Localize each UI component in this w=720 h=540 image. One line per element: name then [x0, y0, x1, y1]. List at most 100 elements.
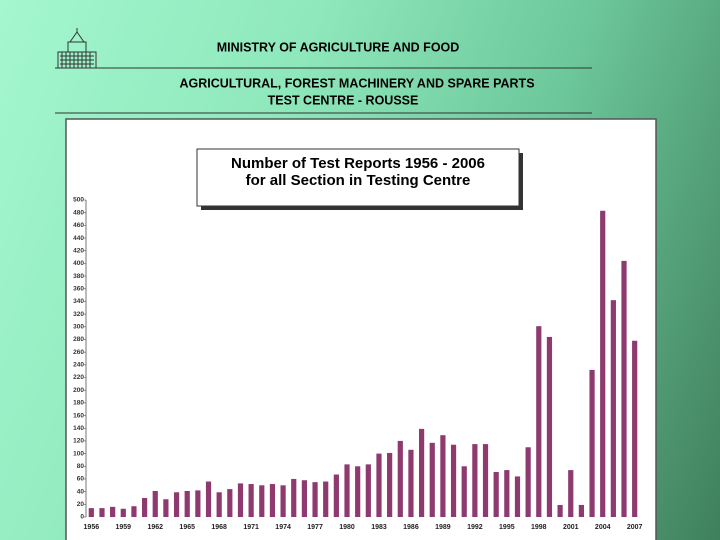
bar	[472, 444, 478, 517]
chart-title: for all Section in Testing Centre	[246, 172, 471, 189]
bar	[429, 442, 435, 517]
bar	[344, 464, 350, 517]
bar	[301, 480, 308, 517]
bar	[450, 444, 457, 517]
x-tick-label: 1986	[403, 524, 419, 531]
bar	[461, 466, 467, 517]
x-tick-label: 1971	[243, 524, 259, 531]
bar	[280, 485, 286, 517]
bar	[589, 369, 595, 517]
bar	[88, 508, 94, 517]
bar	[418, 428, 425, 517]
bar	[173, 492, 180, 517]
x-tick-label: 1992	[467, 524, 483, 531]
y-tick-label: 460	[73, 222, 84, 229]
bar	[333, 474, 339, 517]
bar	[504, 470, 510, 517]
x-tick-label: 2001	[563, 524, 579, 531]
y-tick-label: 220	[73, 374, 84, 381]
y-tick-label: 0	[80, 514, 84, 521]
bar	[610, 300, 616, 517]
y-tick-label: 420	[73, 247, 84, 254]
bar	[600, 210, 606, 517]
y-tick-label: 60	[77, 476, 85, 483]
y-tick-label: 380	[73, 273, 84, 280]
x-tick-label: 1968	[211, 524, 227, 531]
y-tick-label: 500	[73, 197, 84, 204]
y-tick-label: 300	[73, 324, 84, 331]
y-tick-label: 180	[73, 400, 84, 407]
x-tick-label: 1989	[435, 524, 451, 531]
y-tick-label: 240	[73, 362, 84, 369]
bar	[525, 447, 531, 517]
bar	[621, 260, 627, 517]
bar	[163, 499, 169, 517]
bar	[376, 453, 382, 517]
bar	[248, 484, 254, 517]
bar	[514, 476, 521, 517]
bar	[216, 492, 222, 517]
bar	[387, 452, 393, 517]
x-tick-label: 2004	[595, 524, 611, 531]
bar	[152, 491, 158, 517]
x-tick-label: 1998	[531, 524, 547, 531]
ministry: MINISTRY OF AGRICULTURE AND FOOD	[217, 40, 460, 54]
bar	[259, 485, 265, 517]
bar	[493, 471, 499, 517]
bar	[355, 466, 361, 517]
y-tick-label: 160	[73, 412, 84, 419]
y-tick-label: 120	[73, 438, 84, 445]
x-tick-label: 1974	[275, 524, 291, 531]
y-tick-label: 440	[73, 235, 84, 242]
bar	[99, 508, 105, 517]
y-tick-label: 200	[73, 387, 84, 394]
centre-line: TEST CENTRE - ROUSSE	[268, 93, 419, 107]
bar	[482, 444, 489, 517]
bar	[568, 470, 574, 517]
centre-line: AGRICULTURAL, FOREST MACHINERY AND SPARE…	[179, 76, 534, 90]
y-tick-label: 280	[73, 336, 84, 343]
bar	[269, 484, 276, 517]
x-tick-label: 1983	[371, 524, 387, 531]
bar	[323, 481, 329, 517]
x-tick-label: 1980	[339, 524, 355, 531]
bar	[120, 508, 126, 517]
x-tick-label: 1965	[179, 524, 195, 531]
x-tick-label: 1956	[84, 524, 100, 531]
bar	[131, 506, 137, 517]
bar	[632, 340, 638, 517]
x-tick-label: 1962	[147, 524, 163, 531]
chart-title: Number of Test Reports 1956 - 2006	[231, 155, 485, 172]
y-tick-label: 140	[73, 425, 84, 432]
bar	[110, 506, 116, 517]
y-tick-label: 20	[77, 501, 85, 508]
bar	[227, 489, 233, 517]
x-tick-label: 1977	[307, 524, 323, 531]
bar	[557, 504, 563, 517]
bar	[184, 491, 190, 517]
y-tick-label: 320	[73, 311, 84, 318]
y-tick-label: 40	[77, 488, 85, 495]
bar	[578, 504, 585, 517]
y-tick-label: 260	[73, 349, 84, 356]
y-tick-label: 80	[77, 463, 85, 470]
y-tick-label: 480	[73, 209, 84, 216]
bar	[397, 440, 403, 517]
bar	[440, 435, 446, 517]
bar	[536, 326, 542, 517]
bar	[546, 336, 553, 517]
bar	[141, 497, 148, 517]
y-tick-label: 400	[73, 260, 84, 267]
bar	[195, 490, 201, 517]
bar	[205, 481, 212, 517]
bar	[365, 464, 371, 517]
x-tick-label: 1959	[115, 524, 131, 531]
y-tick-label: 340	[73, 298, 84, 305]
bar	[312, 482, 318, 517]
bar	[291, 478, 297, 517]
y-tick-label: 360	[73, 285, 84, 292]
x-tick-label: 1995	[499, 524, 515, 531]
x-tick-label: 2007	[627, 524, 643, 531]
